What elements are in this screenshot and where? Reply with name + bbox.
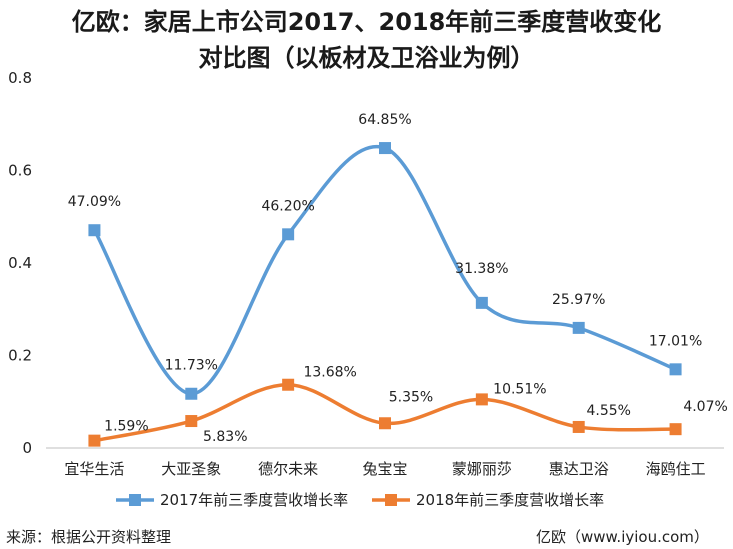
data-label: 46.20% — [261, 198, 314, 214]
data-point-marker — [379, 142, 391, 155]
data-point-marker — [88, 434, 101, 447]
x-tick-label: 惠达卫浴 — [549, 460, 609, 478]
y-tick-label: 0.6 — [8, 162, 32, 180]
data-label: 13.68% — [303, 365, 356, 381]
x-tick-label: 兔宝宝 — [362, 460, 407, 478]
y-tick-label: 0 — [22, 439, 32, 457]
data-point-marker — [88, 224, 101, 237]
data-point-marker — [669, 363, 682, 376]
data-label: 1.59% — [104, 419, 148, 435]
data-label: 64.85% — [358, 112, 411, 128]
brand-note: 亿欧（www.iyiou.com） — [536, 528, 709, 546]
x-tick-label: 德尔未来 — [258, 460, 318, 478]
data-point-marker — [185, 415, 198, 428]
data-label: 4.55% — [586, 403, 630, 419]
y-tick-label: 0.8 — [8, 69, 32, 87]
data-label: 5.35% — [389, 389, 433, 405]
data-label: 5.83% — [203, 429, 247, 445]
data-label: 10.51% — [493, 381, 546, 397]
series-line — [92, 144, 678, 396]
data-point-marker — [572, 420, 585, 433]
data-label: 4.07% — [683, 399, 727, 415]
data-point-marker — [475, 393, 488, 406]
data-point-marker — [572, 321, 585, 334]
chart-title-line1: 亿欧：家居上市公司2017、2018年前三季度营收变化 — [71, 8, 662, 36]
source-note: 来源：根据公开资料整理 — [6, 528, 172, 546]
legend-marker — [129, 494, 141, 506]
data-point-marker — [282, 378, 295, 391]
x-tick-label: 宜华生活 — [64, 460, 124, 478]
legend-label: 2017年前三季度营收增长率 — [160, 491, 348, 509]
data-point-marker — [282, 228, 295, 241]
legend-label: 2018年前三季度营收增长率 — [416, 491, 604, 509]
data-label: 11.73% — [165, 358, 218, 374]
data-label: 47.09% — [68, 194, 121, 210]
data-point-marker — [379, 417, 391, 430]
x-tick-label: 大亚圣象 — [161, 460, 221, 478]
x-tick-label: 蒙娜丽莎 — [452, 460, 512, 478]
y-tick-label: 0.4 — [8, 254, 32, 272]
x-tick-label: 海鸥住工 — [646, 460, 706, 478]
data-label: 31.38% — [455, 261, 508, 277]
legend-marker — [385, 494, 397, 506]
data-point-marker — [669, 423, 682, 436]
data-point-marker — [475, 296, 488, 309]
data-label: 25.97% — [552, 292, 605, 308]
data-point-marker — [185, 387, 198, 400]
y-tick-label: 0.2 — [8, 347, 32, 365]
data-label: 17.01% — [649, 333, 702, 349]
chart-title-line2: 对比图（以板材及卫浴业为例） — [198, 44, 535, 72]
